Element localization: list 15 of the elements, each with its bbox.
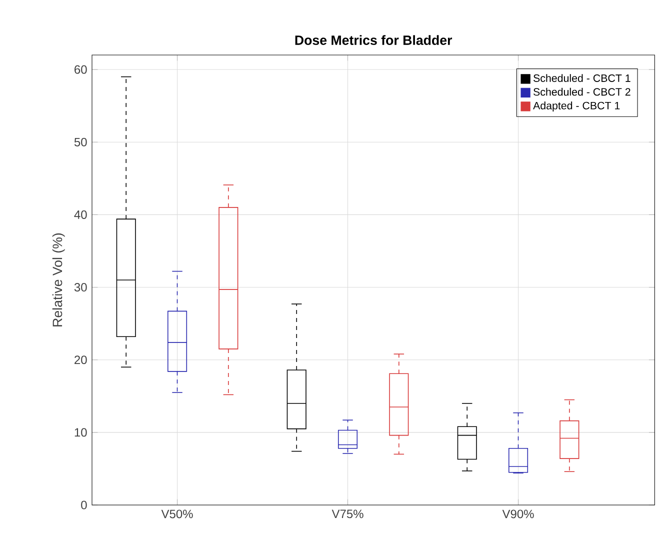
y-tick-label: 0 [81,500,87,510]
y-tick-label: 50 [74,138,87,146]
x-tick-label: V75% [332,510,364,518]
y-tick-label: 30 [74,283,87,292]
y-tick-label: 20 [74,356,87,364]
legend-label: Scheduled - CBCT 1 [534,74,630,82]
x-tick-label: V90% [502,510,534,518]
y-tick-label: 60 [74,65,87,74]
legend-label: Adapted - CBCT 1 [533,102,620,112]
y-axis-title: Relative Vol (%) [52,233,65,326]
x-tick-label: V50% [161,510,193,518]
y-tick-label: 40 [74,210,87,219]
legend-label: Scheduled - CBCT 2 [534,88,630,96]
y-tick-label: 10 [74,428,87,437]
chart-title: Dose Metrics for Bladder [295,35,452,45]
